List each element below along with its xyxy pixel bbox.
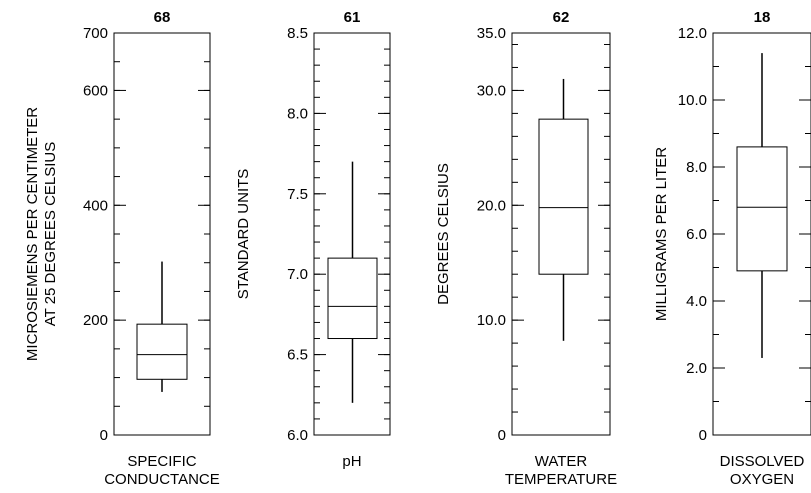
y-axis-label: MILLIGRAMS PER LITER bbox=[653, 147, 670, 321]
y-tick-label: 600 bbox=[83, 82, 108, 99]
y-tick-label: 30.0 bbox=[477, 82, 506, 99]
plot-frame bbox=[313, 32, 391, 436]
y-tick-label: 7.0 bbox=[287, 266, 308, 283]
sample-count: 62 bbox=[553, 9, 570, 26]
y-tick-label: 2.0 bbox=[686, 360, 707, 377]
x-axis-label: pH bbox=[342, 453, 361, 470]
y-tick-label: 700 bbox=[83, 25, 108, 42]
y-tick-label: 6.0 bbox=[287, 427, 308, 444]
y-tick-label: 400 bbox=[83, 197, 108, 214]
y-tick-label: 7.5 bbox=[287, 186, 308, 203]
y-axis-label: MICROSIEMENS PER CENTIMETER bbox=[24, 107, 41, 361]
y-tick-label: 6.0 bbox=[686, 226, 707, 243]
y-tick-label: 10.0 bbox=[678, 92, 707, 109]
y-tick-label: 0 bbox=[699, 427, 707, 444]
y-tick-label: 12.0 bbox=[678, 25, 707, 42]
y-tick-label: 200 bbox=[83, 312, 108, 329]
x-axis-label: WATER bbox=[535, 453, 588, 470]
iqr-box bbox=[538, 118, 589, 275]
y-tick-label: 35.0 bbox=[477, 25, 506, 42]
y-tick-label: 8.0 bbox=[686, 159, 707, 176]
y-axis-label: STANDARD UNITS bbox=[235, 169, 252, 300]
y-tick-label: 8.0 bbox=[287, 105, 308, 122]
y-tick-label: 0 bbox=[498, 427, 506, 444]
panel-2: 6.0 6.5 7.0 7.5 8.0 8.5 61 pH STANDARD UNITS bbox=[235, 9, 391, 470]
y-axis-label: DEGREES CELSIUS bbox=[435, 163, 452, 305]
plot-frame bbox=[511, 32, 611, 436]
iqr-box bbox=[736, 146, 788, 272]
y-tick-label: 10.0 bbox=[477, 312, 506, 329]
y-axis-label: AT 25 DEGREES CELSIUS bbox=[42, 142, 59, 327]
x-axis-label: CONDUCTANCE bbox=[104, 471, 220, 488]
y-tick-label: 20.0 bbox=[477, 197, 506, 214]
y-tick-label: 0 bbox=[100, 427, 108, 444]
y-tick-label: 6.5 bbox=[287, 347, 308, 364]
sample-count: 18 bbox=[754, 9, 771, 26]
x-axis-label: SPECIFIC bbox=[127, 453, 196, 470]
x-axis-label: OXYGEN bbox=[730, 471, 794, 488]
x-axis-label: DISSOLVED bbox=[720, 453, 805, 470]
y-tick-label: 8.5 bbox=[287, 25, 308, 42]
iqr-box bbox=[136, 323, 188, 380]
x-axis-label: TEMPERATURE bbox=[505, 471, 617, 488]
y-tick-label: 4.0 bbox=[686, 293, 707, 310]
iqr-box bbox=[327, 257, 378, 340]
sample-count: 68 bbox=[154, 9, 171, 26]
sample-count: 61 bbox=[344, 9, 361, 26]
